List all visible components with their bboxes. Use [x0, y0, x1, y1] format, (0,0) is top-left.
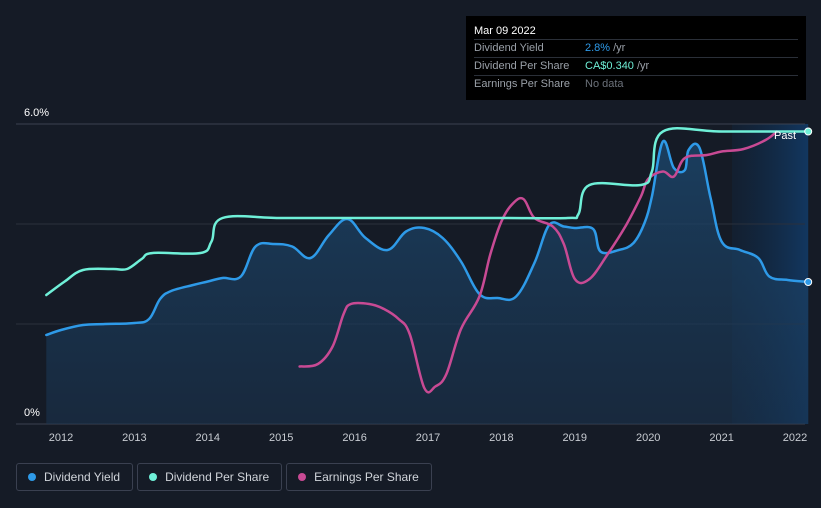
dividend-per-share-line	[45, 127, 810, 297]
tooltip: Mar 09 2022 Dividend Yield 2.8% /yr Divi…	[466, 16, 806, 100]
legend-item-dividend-per-share[interactable]: Dividend Per Share	[137, 463, 283, 491]
legend-dot-icon	[149, 473, 158, 481]
legend-label: Earnings Per Share	[314, 470, 419, 484]
x-tick-label: 2015	[269, 432, 293, 444]
x-tick-label: 2019	[563, 432, 587, 444]
x-tick-label: 2013	[122, 432, 146, 444]
series-end-marker	[804, 127, 813, 136]
tooltip-label: Earnings Per Share	[474, 78, 570, 90]
tooltip-row-earnings-per-share: Earnings Per Share No data	[474, 75, 798, 93]
tooltip-value: CA$0.340	[585, 60, 634, 72]
x-tick-label: 2017	[416, 432, 440, 444]
x-tick-label: 2014	[196, 432, 220, 444]
x-tick-label: 2022	[783, 432, 807, 444]
legend-label: Dividend Per Share	[165, 470, 270, 484]
tooltip-row-dividend-per-share: Dividend Per Share CA$0.340 /yr	[474, 57, 798, 75]
legend-item-earnings-per-share[interactable]: Earnings Per Share	[286, 463, 432, 491]
tooltip-label: Dividend Yield	[474, 42, 544, 54]
tooltip-row-dividend-yield: Dividend Yield 2.8% /yr	[474, 39, 798, 57]
tooltip-value: No data	[585, 78, 624, 90]
tooltip-unit: /yr	[636, 60, 650, 72]
x-tick-label: 2021	[709, 432, 733, 444]
legend-label: Dividend Yield	[44, 470, 121, 484]
x-tick-label: 2020	[636, 432, 660, 444]
x-tick-label: 2018	[489, 432, 513, 444]
legend-item-dividend-yield[interactable]: Dividend Yield	[16, 463, 134, 491]
legend-dot-icon	[28, 473, 36, 481]
y-tick-label: 6.0%	[24, 107, 49, 119]
x-tick-label: 2012	[49, 432, 73, 444]
x-tick-label: 2016	[342, 432, 366, 444]
dividend-yield-area	[46, 140, 809, 424]
legend: Dividend Yield Dividend Per Share Earnin…	[16, 463, 432, 491]
earnings-per-share-line	[298, 130, 778, 394]
tooltip-label: Dividend Per Share	[474, 60, 570, 72]
tooltip-date: Mar 09 2022	[474, 25, 536, 37]
tooltip-unit: /yr	[613, 42, 626, 54]
y-tick-label: 0%	[24, 407, 40, 419]
series-end-marker	[804, 278, 813, 286]
past-label: Past	[774, 130, 796, 142]
tooltip-value: 2.8%	[585, 42, 611, 54]
legend-dot-icon	[298, 473, 307, 481]
